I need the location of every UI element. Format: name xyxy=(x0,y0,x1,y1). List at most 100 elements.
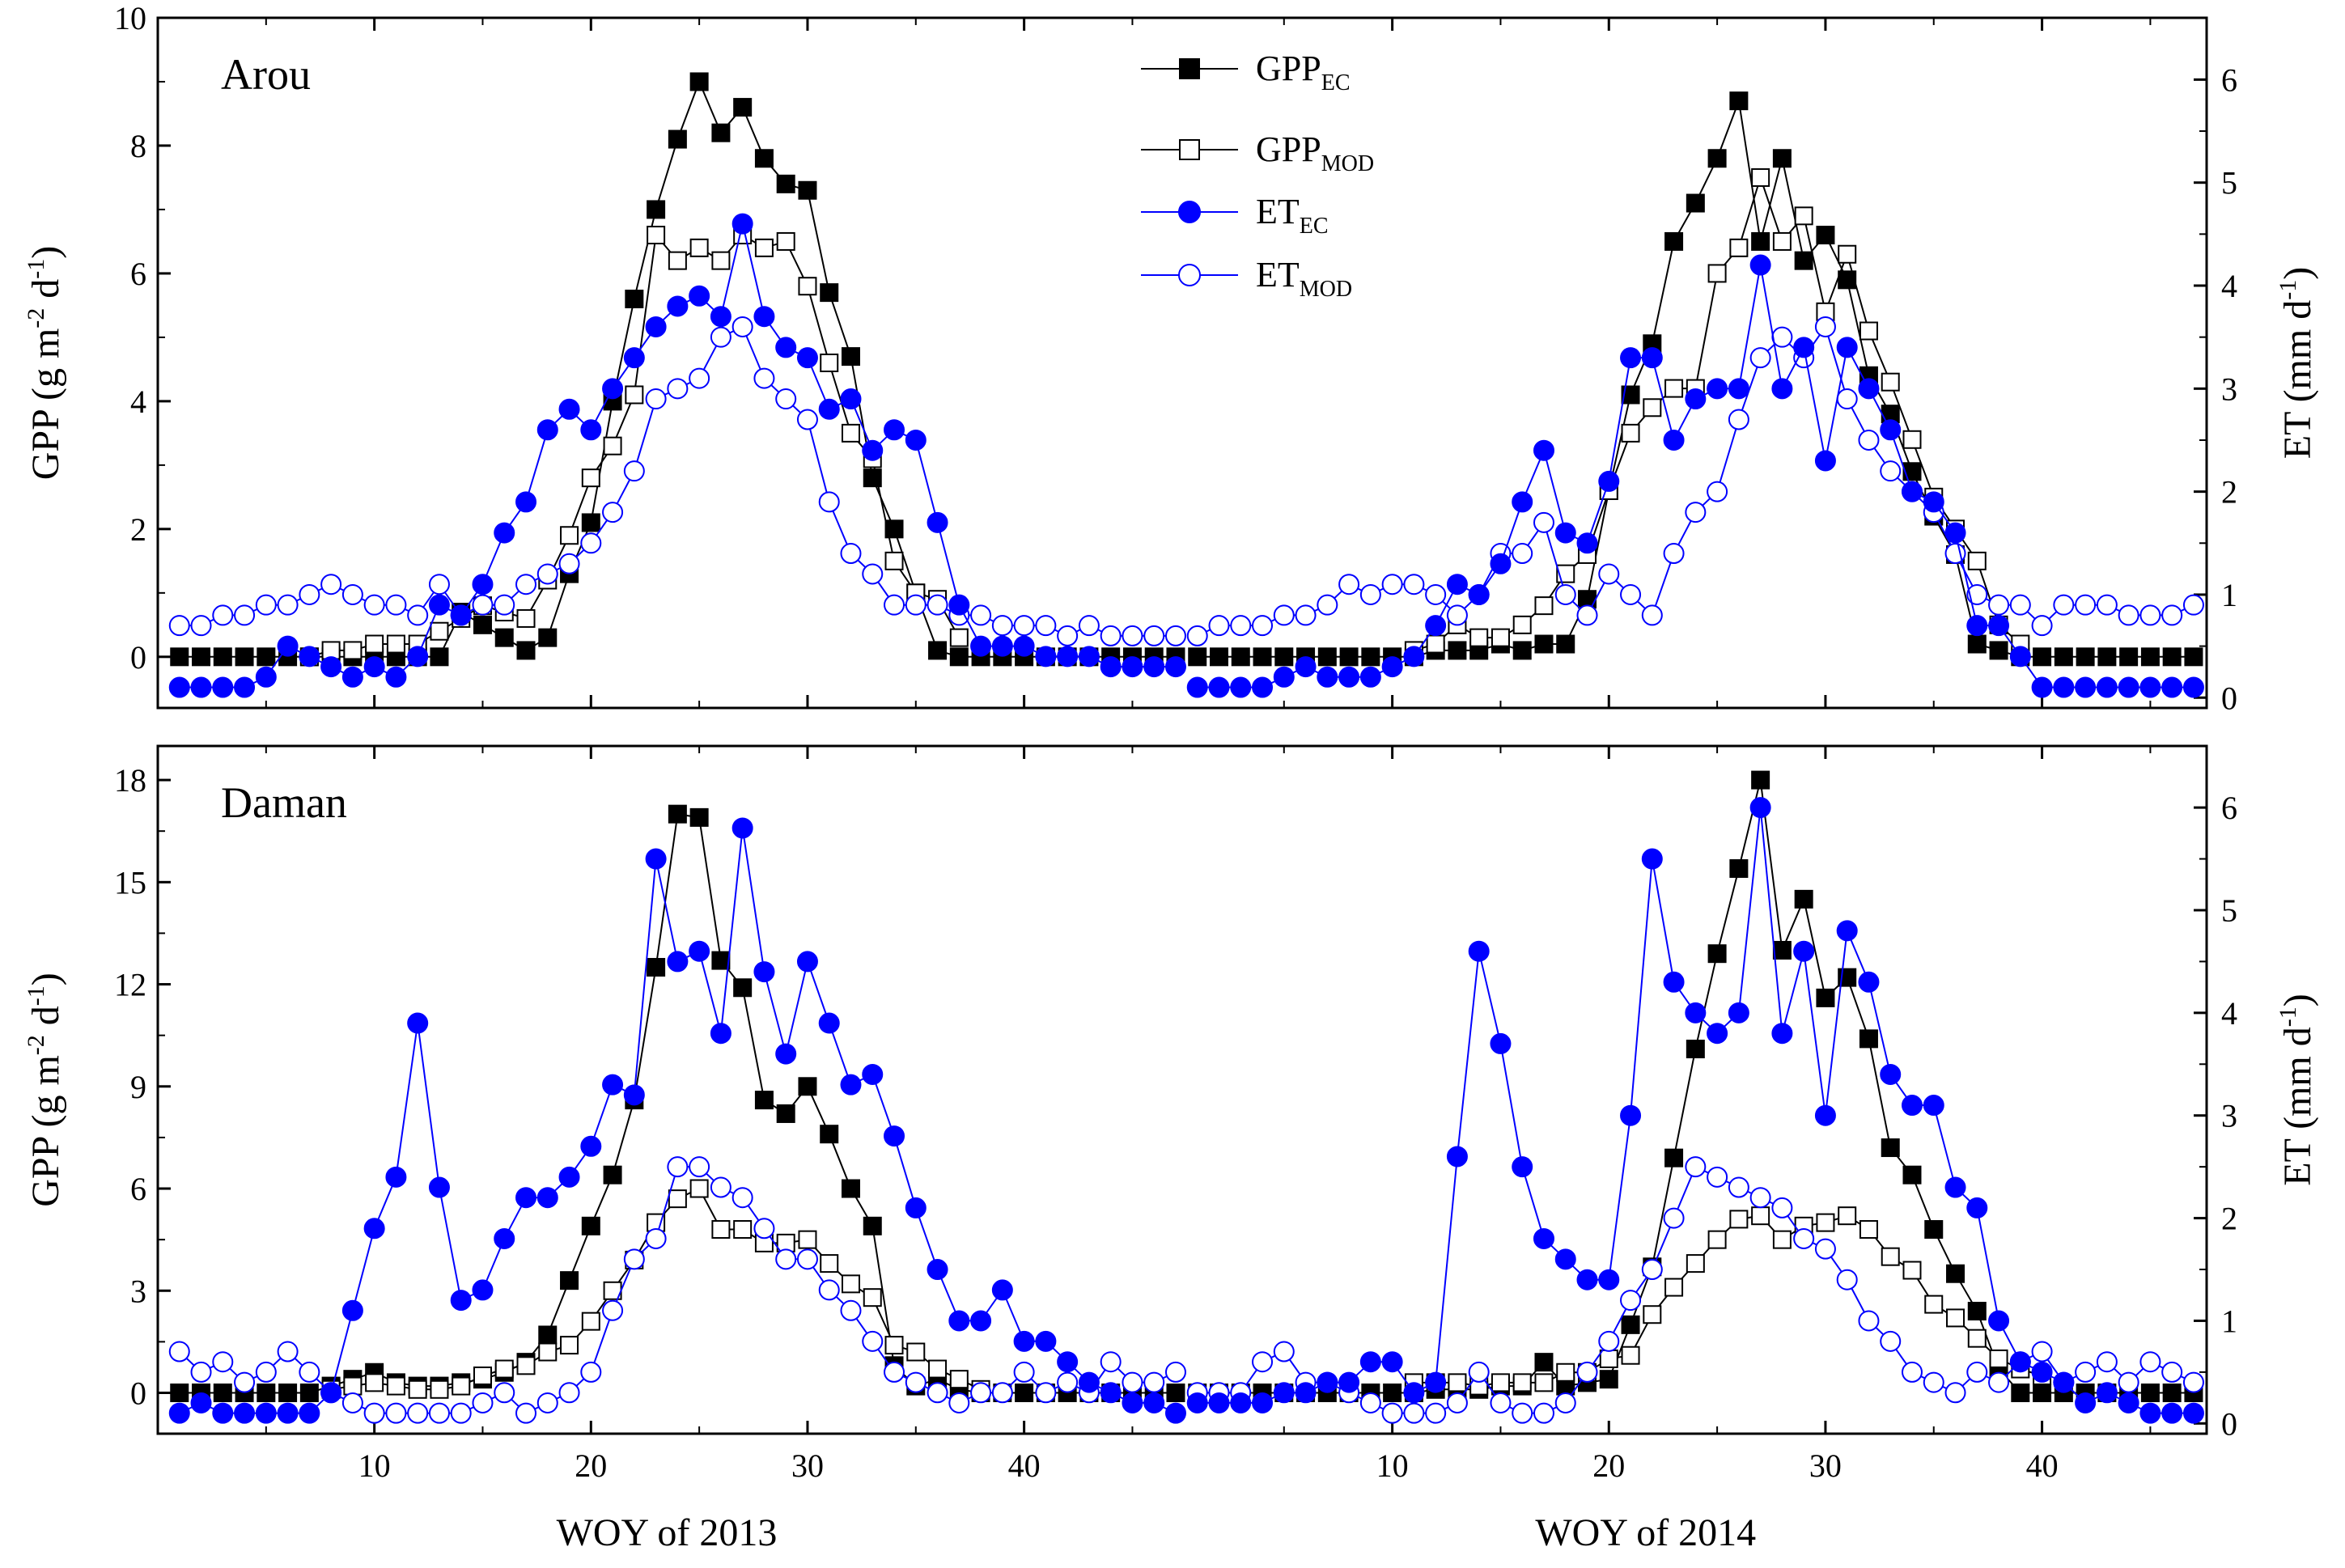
data-point-gpp-mod xyxy=(1751,1206,1770,1226)
data-point-et-ec xyxy=(862,1063,884,1085)
data-point-gpp-ec xyxy=(2097,647,2117,667)
data-point-et-mod xyxy=(1100,625,1122,646)
y-right-title-main: ET (mm d xyxy=(2276,300,2319,459)
data-point-et-ec xyxy=(212,676,234,698)
data-point-gpp-ec xyxy=(625,290,644,309)
data-point-et-ec xyxy=(753,961,775,983)
data-point-gpp-ec xyxy=(2119,647,2139,667)
data-point-gpp-mod xyxy=(1512,1373,1532,1392)
data-point-et-mod xyxy=(775,1248,797,1270)
data-point-et-ec xyxy=(731,817,753,839)
data-point-et-mod xyxy=(970,1382,992,1404)
series-line xyxy=(1197,779,2194,1394)
data-point-gpp-ec xyxy=(278,1384,298,1403)
y-left-tick-label: 6 xyxy=(130,1171,146,1207)
data-point-et-ec xyxy=(558,1166,580,1188)
data-point-et-ec xyxy=(2182,1402,2204,1424)
data-point-et-ec xyxy=(818,398,840,420)
data-point-et-ec xyxy=(341,1299,363,1321)
y-right-tick-label: 6 xyxy=(2221,61,2237,98)
y-left-axis-title: GPP (g m-2 d-1) xyxy=(23,246,67,481)
data-point-et-mod xyxy=(1988,594,2010,616)
data-point-et-ec xyxy=(1533,1227,1554,1249)
data-point-gpp-ec xyxy=(1902,462,1922,481)
data-point-et-ec xyxy=(1576,532,1598,554)
data-point-gpp-mod xyxy=(1946,1308,1965,1328)
data-point-et-mod xyxy=(884,594,905,616)
data-point-et-mod xyxy=(190,1361,212,1383)
data-point-et-ec xyxy=(1988,615,2010,637)
data-point-gpp-ec xyxy=(711,123,731,142)
data-point-gpp-mod xyxy=(386,634,405,654)
data-point-et-ec xyxy=(1057,646,1079,667)
data-point-et-ec xyxy=(1620,347,1642,369)
data-point-gpp-ec xyxy=(581,1216,600,1235)
data-point-et-ec xyxy=(1035,646,1057,667)
data-point-et-mod xyxy=(796,1248,818,1270)
legend-label: GPPEC xyxy=(1256,49,1351,95)
data-point-gpp-ec xyxy=(257,647,276,667)
data-point-gpp-ec xyxy=(1534,1353,1554,1372)
data-point-et-mod xyxy=(255,594,277,616)
data-point-et-ec xyxy=(2009,1351,2031,1373)
data-point-et-mod xyxy=(168,615,190,637)
y-right-tick-label: 5 xyxy=(2221,892,2237,929)
data-point-et-ec xyxy=(1512,491,1533,513)
data-point-gpp-ec xyxy=(776,174,795,193)
data-point-et-ec xyxy=(1013,635,1035,657)
data-point-gpp-ec xyxy=(1621,1315,1640,1334)
data-point-et-mod xyxy=(190,615,212,637)
data-point-et-mod xyxy=(667,378,689,400)
data-point-et-ec xyxy=(1858,971,1880,993)
data-point-gpp-ec xyxy=(1166,1384,1185,1403)
data-point-et-mod xyxy=(1359,583,1381,605)
data-point-gpp-mod xyxy=(452,1376,471,1396)
data-point-gpp-ec xyxy=(170,647,189,667)
data-point-et-ec xyxy=(1490,1032,1512,1054)
data-point-gpp-ec xyxy=(1188,647,1207,667)
data-point-et-ec xyxy=(1381,1351,1403,1373)
data-point-gpp-ec xyxy=(1881,1138,1900,1158)
data-point-et-ec xyxy=(1771,378,1793,400)
data-point-gpp-ec xyxy=(1383,1384,1402,1403)
series-gpp-ec xyxy=(170,72,2203,667)
data-point-gpp-mod xyxy=(863,1288,882,1307)
data-point-et-mod xyxy=(407,604,429,626)
data-point-et-mod xyxy=(2075,594,2097,616)
y-right-title-exp: -1 xyxy=(2275,280,2301,300)
data-point-gpp-ec xyxy=(2011,1384,2030,1403)
data-point-et-mod xyxy=(341,1392,363,1413)
data-point-et-mod xyxy=(1512,1402,1533,1424)
data-point-et-ec xyxy=(1858,378,1880,400)
data-point-et-mod xyxy=(1707,481,1728,502)
data-point-gpp-mod xyxy=(1902,430,1922,449)
data-point-gpp-mod xyxy=(1426,634,1445,654)
data-point-gpp-ec xyxy=(538,1325,558,1345)
data-point-gpp-ec xyxy=(668,804,687,824)
data-point-et-mod xyxy=(840,1299,862,1321)
data-point-gpp-mod xyxy=(1534,1373,1554,1392)
data-point-et-ec xyxy=(168,676,190,698)
data-point-et-ec xyxy=(710,1023,731,1045)
data-point-et-ec xyxy=(1663,429,1685,451)
y-left-tick-label: 12 xyxy=(114,967,146,1003)
data-point-et-ec xyxy=(1707,378,1728,400)
data-point-gpp-mod xyxy=(1838,1206,1857,1226)
data-point-et-mod xyxy=(255,1361,277,1383)
data-point-gpp-mod xyxy=(430,621,449,641)
data-point-et-mod xyxy=(1446,604,1468,626)
legend-item: ETMOD xyxy=(1141,255,1352,302)
data-point-et-mod xyxy=(645,388,667,410)
data-point-et-mod xyxy=(731,316,753,337)
data-point-et-mod xyxy=(689,1156,710,1178)
data-point-et-ec xyxy=(1685,388,1707,410)
data-point-gpp-ec xyxy=(1274,647,1294,667)
data-point-et-mod xyxy=(2182,594,2204,616)
data-point-gpp-mod xyxy=(1707,1230,1727,1249)
legend-marker-filled-circle xyxy=(1178,201,1201,223)
data-point-et-ec xyxy=(1663,971,1685,993)
data-point-et-mod xyxy=(299,1361,320,1383)
data-point-gpp-mod xyxy=(625,385,644,405)
